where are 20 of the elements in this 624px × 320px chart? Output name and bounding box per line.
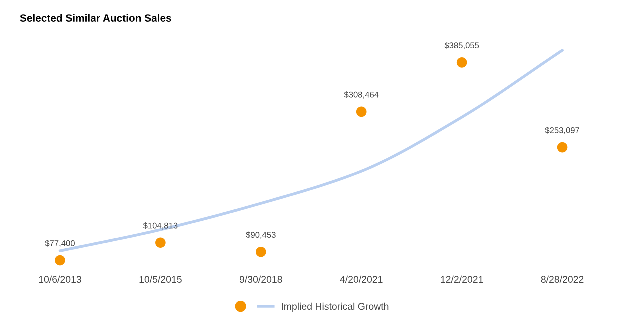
legend-label: Implied Historical Growth (282, 302, 389, 312)
point (557, 142, 568, 153)
x-tick-label: 8/28/2022 (541, 276, 584, 284)
x-tick-label: 9/30/2018 (240, 276, 282, 284)
data-label: $253,097 (545, 127, 580, 134)
point (256, 246, 266, 258)
data-label: $77,400 (45, 240, 75, 248)
x-tick-label: 12/2/2021 (441, 276, 484, 284)
data-label: $90,453 (246, 232, 276, 239)
x-tick-label: 10/5/2015 (140, 276, 182, 284)
data-label: $104,813 (143, 222, 178, 230)
point (456, 58, 468, 68)
chart-title: Selected Similar Auction Sales (20, 14, 172, 22)
data-label: $308,464 (344, 92, 379, 99)
point (356, 106, 367, 118)
data-label: $385,055 (444, 42, 480, 50)
point (156, 238, 166, 248)
x-tick-label: 10/6/2013 (39, 276, 82, 284)
x-tick-label: 4/20/2021 (340, 276, 383, 284)
point (55, 255, 66, 266)
